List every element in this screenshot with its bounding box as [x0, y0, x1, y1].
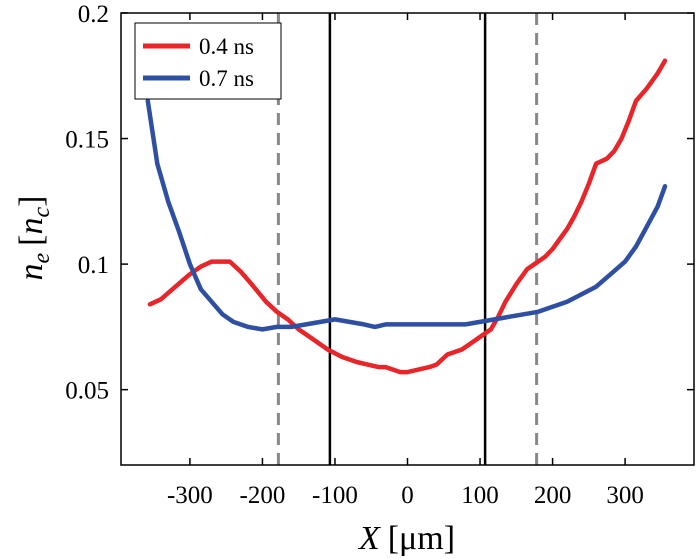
y-tick-label: 0.15	[65, 127, 109, 154]
y-tick-label: 0.2	[78, 1, 109, 28]
x-tick-label: 0	[401, 482, 414, 509]
x-tick-label: -100	[312, 482, 358, 509]
y-tick-label: 0.1	[78, 252, 109, 279]
svg-text:X[μm]: X [μm]	[357, 520, 455, 557]
x-axis-variable: X	[357, 520, 381, 557]
y-label-var2: n	[13, 218, 50, 235]
y-label-sub2: c	[29, 207, 55, 218]
svg-text:ne[nc]: ne[nc]	[13, 196, 55, 281]
y-label-var: n	[13, 263, 50, 280]
y-label-sub: e	[29, 252, 55, 263]
axis-ticks: -300 -200 -100 0 100 200 300 0.05 0.1 0.15 0.2	[65, 1, 694, 509]
x-tick-label: 200	[534, 482, 572, 509]
x-axis-label: X [μm]	[357, 520, 455, 557]
plot-content	[145, 13, 668, 465]
y-axis-label: ne[nc]	[13, 196, 55, 281]
series-line-0-7-ns	[145, 98, 668, 332]
x-tick-label: -200	[240, 482, 286, 509]
legend-label-0-4-ns: 0.4 ns	[199, 34, 254, 59]
y-label-open: [	[13, 235, 50, 246]
x-tick-label: -300	[167, 482, 213, 509]
x-tick-label: 300	[606, 482, 644, 509]
series-line-0-4-ns	[147, 58, 668, 375]
legend-box	[134, 22, 282, 100]
y-label-close: ]	[13, 196, 50, 207]
x-tick-label: 100	[461, 482, 499, 509]
legend: 0.4 ns 0.7 ns	[134, 22, 282, 100]
x-axis-unit: [μm]	[388, 520, 455, 557]
legend-label-0-7-ns: 0.7 ns	[199, 66, 254, 91]
y-tick-label: 0.05	[65, 378, 109, 405]
